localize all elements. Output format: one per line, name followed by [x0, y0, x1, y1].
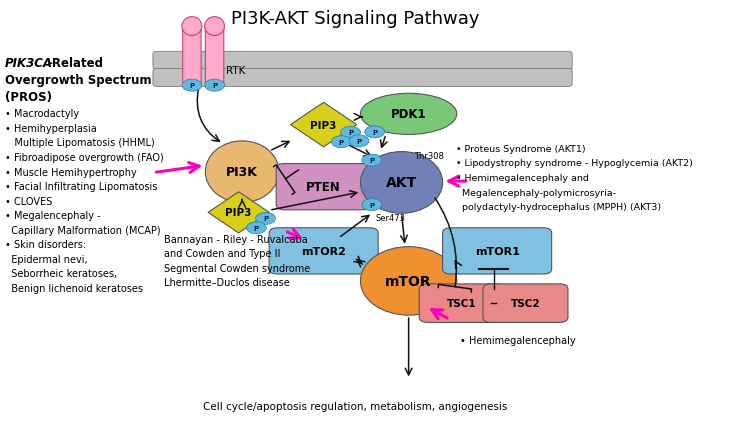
- Text: Cell cycle/apoptosis regulation, metabolism, angiogenesis: Cell cycle/apoptosis regulation, metabol…: [203, 402, 508, 412]
- Text: • Macrodactyly: • Macrodactyly: [5, 109, 79, 119]
- Text: Capillary Malformation (MCAP): Capillary Malformation (MCAP): [5, 225, 160, 235]
- Text: P: P: [263, 216, 268, 222]
- Ellipse shape: [361, 94, 457, 135]
- Ellipse shape: [349, 135, 369, 147]
- Text: P: P: [370, 202, 375, 208]
- Text: P: P: [254, 225, 259, 231]
- Polygon shape: [208, 192, 269, 233]
- FancyBboxPatch shape: [269, 228, 378, 274]
- Text: P: P: [339, 139, 344, 145]
- Text: Megalencephaly-polymicrosyria-: Megalencephaly-polymicrosyria-: [456, 188, 616, 197]
- Text: PI3K-AKT Signaling Pathway: PI3K-AKT Signaling Pathway: [232, 10, 480, 28]
- Text: RTK: RTK: [226, 66, 246, 76]
- Text: • Hemimegalencephaly and: • Hemimegalencephaly and: [456, 174, 589, 183]
- Text: P: P: [348, 130, 353, 136]
- Text: P: P: [370, 158, 375, 164]
- Text: Segmental Cowden syndrome: Segmental Cowden syndrome: [164, 263, 311, 273]
- Text: PTEN: PTEN: [306, 181, 341, 194]
- Text: P: P: [212, 83, 217, 89]
- FancyBboxPatch shape: [276, 164, 371, 210]
- Text: P: P: [189, 83, 194, 89]
- Text: • Fibroadipose overgrowth (FAO): • Fibroadipose overgrowth (FAO): [5, 153, 164, 163]
- Ellipse shape: [362, 155, 381, 167]
- Text: mTOR2: mTOR2: [301, 246, 346, 256]
- Text: PIP3: PIP3: [310, 120, 337, 130]
- Ellipse shape: [361, 247, 457, 315]
- Text: • Hemimegalencephaly: • Hemimegalencephaly: [460, 335, 576, 345]
- Text: TSC2: TSC2: [510, 298, 540, 308]
- Text: PIP3: PIP3: [226, 208, 252, 218]
- Ellipse shape: [256, 213, 275, 225]
- Text: -Related: -Related: [47, 57, 103, 70]
- Text: Bannayan - Riley - Ruvalcaba: Bannayan - Riley - Ruvalcaba: [164, 234, 308, 244]
- Text: PDK1: PDK1: [391, 108, 427, 121]
- Text: PI3K: PI3K: [226, 166, 258, 179]
- Text: P: P: [356, 138, 361, 144]
- Polygon shape: [290, 103, 357, 147]
- Text: • Proteus Syndrome (AKT1): • Proteus Syndrome (AKT1): [456, 144, 585, 154]
- Text: • Facial Infiltrating Lipomatosis: • Facial Infiltrating Lipomatosis: [5, 182, 157, 192]
- FancyBboxPatch shape: [206, 26, 224, 88]
- Ellipse shape: [246, 222, 266, 234]
- Ellipse shape: [205, 80, 225, 92]
- Text: Benign lichenoid keratoses: Benign lichenoid keratoses: [5, 283, 143, 293]
- Text: Thr308: Thr308: [414, 152, 444, 161]
- Ellipse shape: [182, 18, 202, 37]
- Ellipse shape: [205, 18, 225, 37]
- Ellipse shape: [361, 152, 443, 214]
- Text: • Megalencephaly -: • Megalencephaly -: [5, 211, 101, 221]
- Text: mTOR1: mTOR1: [475, 246, 519, 256]
- Text: Seborrheic keratoses,: Seborrheic keratoses,: [5, 269, 117, 279]
- Text: mTOR: mTOR: [385, 274, 432, 288]
- Text: polydactyly-hydrocephalus (MPPH) (AKT3): polydactyly-hydrocephalus (MPPH) (AKT3): [456, 203, 661, 212]
- FancyBboxPatch shape: [153, 69, 572, 87]
- Text: Overgrowth Spectrum: Overgrowth Spectrum: [5, 74, 151, 87]
- Text: Lhermitte–Duclos disease: Lhermitte–Duclos disease: [164, 278, 290, 288]
- Ellipse shape: [332, 136, 351, 148]
- FancyBboxPatch shape: [443, 228, 551, 274]
- Text: • CLOVES: • CLOVES: [5, 196, 52, 206]
- Text: Multiple Lipomatosis (HHML): Multiple Lipomatosis (HHML): [5, 138, 154, 148]
- Ellipse shape: [341, 127, 361, 139]
- Text: Epidermal nevi,: Epidermal nevi,: [5, 254, 88, 264]
- FancyBboxPatch shape: [419, 284, 505, 322]
- Text: Ser473: Ser473: [376, 214, 406, 223]
- FancyBboxPatch shape: [153, 52, 572, 70]
- Text: • Hemihyperplasia: • Hemihyperplasia: [5, 123, 96, 134]
- Text: PIK3CA: PIK3CA: [5, 57, 53, 70]
- Text: • Skin disorders:: • Skin disorders:: [5, 240, 86, 250]
- Text: TSC1: TSC1: [447, 298, 476, 308]
- FancyBboxPatch shape: [483, 284, 568, 322]
- Text: and Cowden and Type II: and Cowden and Type II: [164, 249, 280, 259]
- Ellipse shape: [362, 199, 381, 211]
- Text: • Lipodystrophy syndrome - Hypoglycemia (AKT2): • Lipodystrophy syndrome - Hypoglycemia …: [456, 159, 693, 168]
- Text: AKT: AKT: [386, 176, 417, 190]
- Text: P: P: [372, 129, 377, 135]
- Ellipse shape: [365, 126, 384, 138]
- Text: • Muscle Hemihypertrophy: • Muscle Hemihypertrophy: [5, 167, 137, 177]
- FancyBboxPatch shape: [183, 26, 201, 88]
- Text: (PROS): (PROS): [5, 91, 52, 104]
- Ellipse shape: [182, 80, 202, 92]
- Ellipse shape: [206, 141, 279, 203]
